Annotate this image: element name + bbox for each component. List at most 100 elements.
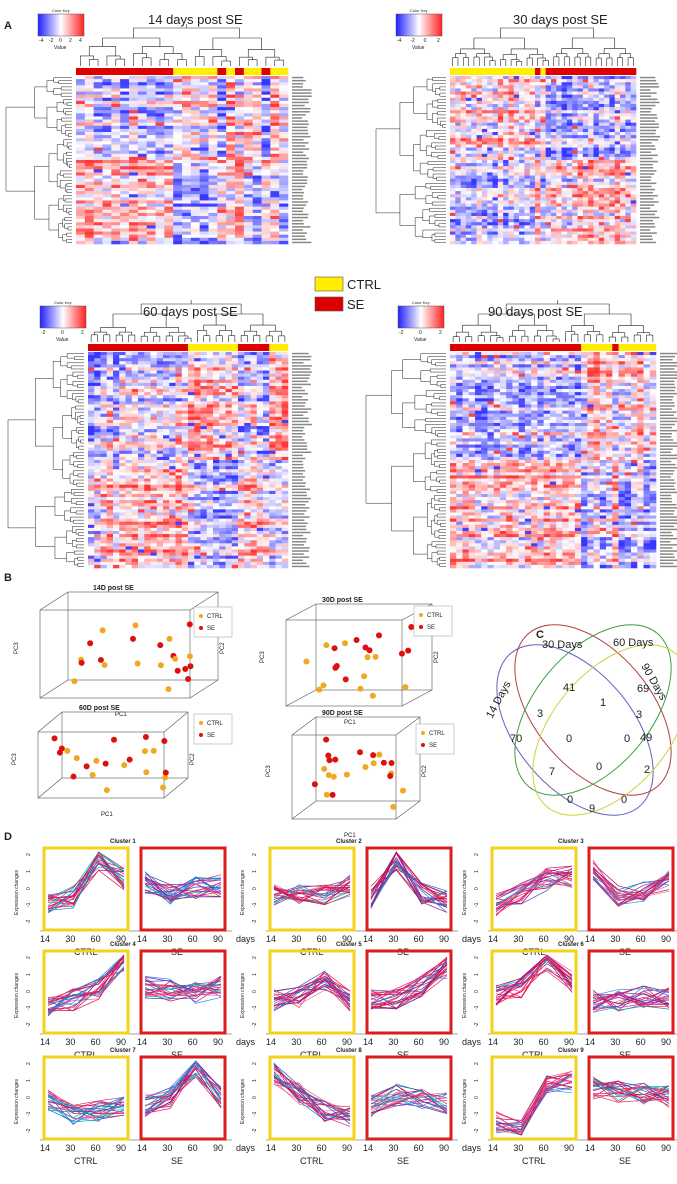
cluster-3-ctrl-xtick: 60 xyxy=(539,934,549,944)
hm30-key-title: Color Key xyxy=(410,8,428,13)
cluster-3-ytick: -1 xyxy=(474,902,480,907)
pca-1-legend-label: CTRL xyxy=(207,614,223,620)
cluster-2-ytick: 2 xyxy=(252,853,258,856)
hm60-row-labels xyxy=(292,352,312,568)
pca-1-legend-label: SE xyxy=(207,626,215,632)
cluster-1-se-xtick: 14 xyxy=(137,934,147,944)
pca-3-legend xyxy=(193,713,233,745)
venn-count-a60_90: 3 xyxy=(636,709,642,721)
cluster-7-days-label: days xyxy=(236,1143,256,1153)
cluster-8-ctrl-xtick: 30 xyxy=(291,1143,301,1153)
cluster-5-ytick: -2 xyxy=(252,1022,258,1027)
hm30-key-tick: 0 xyxy=(424,38,427,44)
cluster-9-ctrl-lines xyxy=(495,1070,573,1136)
pca-1-zlabel: PC2 xyxy=(220,642,226,654)
cluster-1-ylabel: Expression changes xyxy=(14,869,20,915)
cluster-9-title: Cluster 9 xyxy=(558,1048,584,1054)
hm90-key-value-label: Value xyxy=(414,337,427,343)
cluster-9-ctrl-xtick: 90 xyxy=(564,1143,574,1153)
venn-count-a14_90: 9 xyxy=(589,803,595,815)
venn-count-c5: 2 xyxy=(644,764,650,776)
pca-2-title: 30D post SE xyxy=(322,597,363,604)
cluster-9-ctrl-xtick: 14 xyxy=(488,1143,498,1153)
hm60-key-tick: -2 xyxy=(41,330,46,336)
pca-3-box xyxy=(37,711,189,799)
cluster-5-se-xtick: 30 xyxy=(388,1037,398,1047)
pca-2-legend-dot xyxy=(419,625,423,629)
cluster-9-se-xtick: 14 xyxy=(585,1143,595,1153)
cluster-1-se-frame xyxy=(139,846,227,932)
cluster-4-ctrl-xtick: 14 xyxy=(40,1037,50,1047)
cluster-1-se-lines xyxy=(144,871,222,905)
venn-count-only14: 70 xyxy=(510,733,522,745)
pca-3-legend-label: SE xyxy=(207,733,215,739)
hm14-key-value-label: Value xyxy=(54,45,67,51)
cluster-3-ytick: 2 xyxy=(474,853,480,856)
hm30-key-value-label: Value xyxy=(412,45,425,51)
cluster-7-se-xtick: 60 xyxy=(188,1143,198,1153)
cluster-6-title: Cluster 6 xyxy=(558,942,584,948)
cluster-6-se-xtick: 14 xyxy=(585,1037,595,1047)
cluster-3-se-xtick: 14 xyxy=(585,934,595,944)
cluster-7-se-xtick: 90 xyxy=(213,1143,223,1153)
cluster-3-ytick: 1 xyxy=(474,870,480,873)
hm60-key-title: Color Key xyxy=(54,300,72,305)
pca-4-legend-dot xyxy=(421,731,425,735)
pca-2-zlabel: PC2 xyxy=(434,651,440,663)
cluster-8-ylabel: Expression changes xyxy=(240,1078,246,1124)
hm90-title: 90 days post SE xyxy=(488,304,583,319)
pca-2-legend xyxy=(413,605,453,637)
venn-count-c7: 0 xyxy=(621,794,627,806)
cluster-9-ytick: -1 xyxy=(474,1111,480,1116)
cluster-6-se-xtick: 90 xyxy=(661,1037,671,1047)
cluster-4-ytick: 2 xyxy=(26,956,32,959)
cluster-2-ytick: -1 xyxy=(252,902,258,907)
pca-2-legend-dot xyxy=(419,613,423,617)
cluster-1-se-xtick: 60 xyxy=(188,934,198,944)
hm90-color-key xyxy=(397,305,445,329)
hm30-key-tick: -4 xyxy=(397,38,402,44)
cluster-9-ytick: -2 xyxy=(474,1128,480,1133)
cluster-7-title: Cluster 7 xyxy=(110,1048,136,1054)
cluster-3-ctrl-xtick: 30 xyxy=(513,934,523,944)
cluster-5-ctrl-lines xyxy=(273,970,351,1012)
panel-label-a: A xyxy=(4,20,12,32)
cluster-8-ytick: 0 xyxy=(252,1096,258,1099)
venn-count-c2: 0 xyxy=(624,733,630,745)
cluster-5-ctrl-xtick: 90 xyxy=(342,1037,352,1047)
cluster-1-ytick: -1 xyxy=(26,902,32,907)
pca-1-points xyxy=(71,621,194,693)
hm14-color-key xyxy=(37,13,85,37)
cluster-6-ctrl-xtick: 60 xyxy=(539,1037,549,1047)
cluster-8-ctrl-lines xyxy=(273,1062,351,1127)
hm14-row-dendrogram xyxy=(5,77,72,243)
cluster-6-ytick: 1 xyxy=(474,973,480,976)
cluster-7-ctrl-xtick: 60 xyxy=(91,1143,101,1153)
venn-ellipse-60 xyxy=(514,624,672,796)
cluster-3-se-frame xyxy=(587,846,675,932)
cluster-6-ytick: -2 xyxy=(474,1022,480,1027)
cluster-6-ctrl-group-label: CTRL xyxy=(522,1050,546,1060)
cluster-7-se-lines xyxy=(144,1060,222,1118)
venn-count-a14_30: 3 xyxy=(537,708,543,720)
venn-count-only60: 69 xyxy=(637,683,649,695)
cluster-9-se-xtick: 60 xyxy=(636,1143,646,1153)
cluster-8-se-lines xyxy=(370,1083,448,1118)
cluster-6-se-xtick: 60 xyxy=(636,1037,646,1047)
pca-3-ylabel: PC3 xyxy=(12,753,18,765)
cluster-9-se-xtick: 30 xyxy=(610,1143,620,1153)
cluster-5-title: Cluster 5 xyxy=(336,942,362,948)
cluster-4-ytick: -1 xyxy=(26,1005,32,1010)
venn-ellipses xyxy=(496,624,677,816)
pca-3-points xyxy=(51,733,169,794)
panel-label-d: D xyxy=(4,831,12,843)
hm90-heat-cells xyxy=(450,352,657,569)
cluster-1-ctrl-frame xyxy=(42,846,130,932)
legend-ctrl-label: CTRL xyxy=(347,277,381,292)
cluster-3-se-xtick: 60 xyxy=(636,934,646,944)
cluster-7-ytick: 2 xyxy=(26,1062,32,1065)
cluster-9-se-lines xyxy=(592,1076,670,1108)
cluster-5-ctrl-xtick: 30 xyxy=(291,1037,301,1047)
pca-3-xlabel: PC1 xyxy=(101,812,113,818)
cluster-4-ylabel: Expression changes xyxy=(14,972,20,1018)
